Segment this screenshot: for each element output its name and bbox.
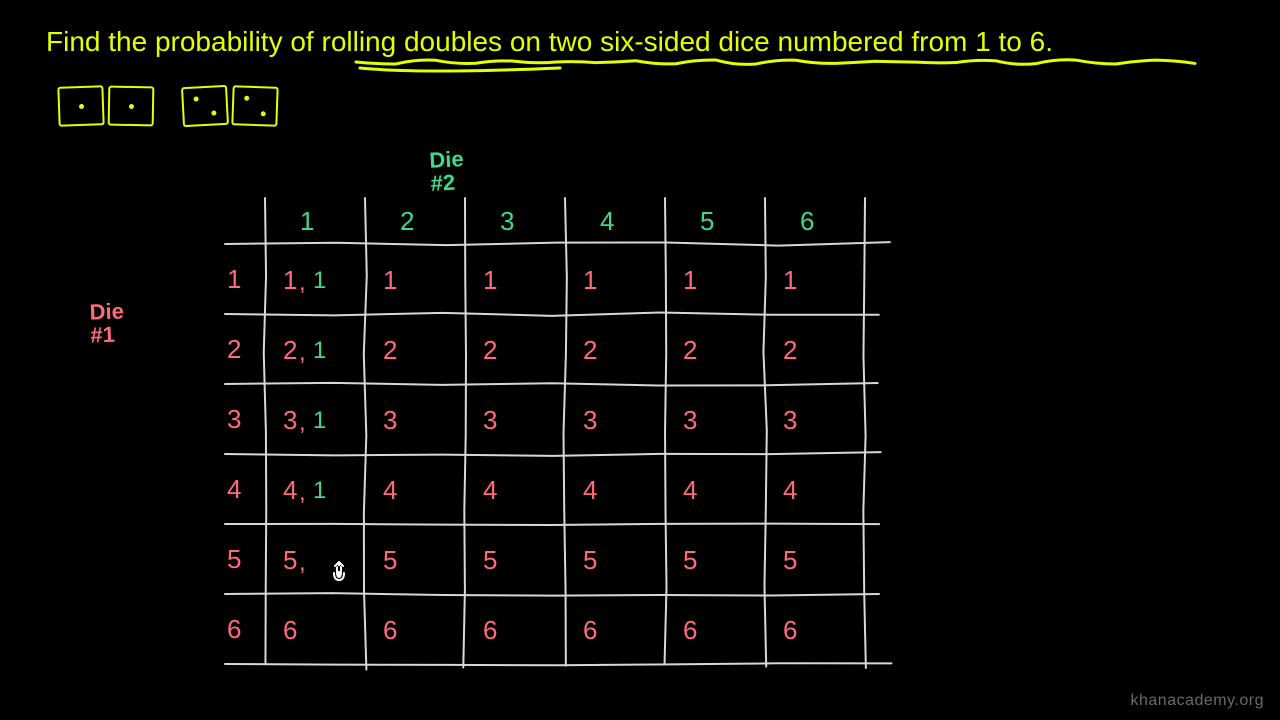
cell-die2-value: 1 (313, 267, 326, 295)
mouse-cursor-icon (330, 560, 348, 582)
cell-die1-value: 2 (383, 335, 397, 366)
dice-pair (58, 86, 154, 126)
cell-die1-value: 1 (783, 265, 797, 296)
cell-die1-value: 4 (283, 475, 297, 506)
cell-die1-value: 2 (683, 335, 697, 366)
cell-die1-value: 2 (483, 335, 497, 366)
cell-die1-value: 2 (283, 335, 297, 366)
col-header: 2 (400, 206, 414, 237)
col-header: 3 (500, 206, 514, 237)
cell-die1-value: 3 (283, 405, 297, 436)
problem-title: Find the probability of rolling doubles … (46, 26, 1053, 58)
cell-die1-value: 3 (583, 405, 597, 436)
cell-die1-value: 6 (483, 615, 497, 646)
watermark: khanacademy.org (1131, 692, 1265, 710)
cell-die1-value: 4 (383, 475, 397, 506)
cell-die1-value: 3 (483, 405, 497, 436)
row-header: 1 (227, 264, 241, 295)
die1-axis-label: Die #1 (89, 299, 125, 346)
row-header: 4 (227, 474, 241, 505)
dice-pair (182, 86, 278, 126)
cell-die1-value: 3 (783, 405, 797, 436)
row-header: 6 (227, 614, 241, 645)
dice-examples (58, 86, 298, 126)
die-icon (231, 85, 278, 127)
cell-separator: , (299, 479, 306, 507)
cell-die1-value: 5 (383, 545, 397, 576)
die-icon (108, 86, 155, 127)
row-header: 2 (227, 334, 241, 365)
cell-die1-value: 3 (683, 405, 697, 436)
cell-separator: , (299, 339, 306, 367)
cell-die1-value: 1 (683, 265, 697, 296)
cell-die1-value: 5 (583, 545, 597, 576)
cell-die1-value: 4 (783, 475, 797, 506)
cell-die1-value: 1 (583, 265, 597, 296)
col-header: 4 (600, 206, 614, 237)
die2-axis-label: Die #2 (429, 147, 466, 195)
die-icon (57, 85, 104, 127)
cell-die1-value: 2 (783, 335, 797, 366)
cell-die1-value: 6 (283, 615, 297, 646)
cell-die2-value: 1 (313, 407, 326, 435)
cell-die1-value: 5 (483, 545, 497, 576)
row-header: 5 (227, 544, 241, 575)
col-header: 5 (700, 206, 714, 237)
cell-separator: , (299, 549, 306, 577)
cell-die1-value: 4 (683, 475, 697, 506)
col-header: 6 (800, 206, 814, 237)
cell-die1-value: 1 (483, 265, 497, 296)
row-header: 3 (227, 404, 241, 435)
cell-die1-value: 1 (383, 265, 397, 296)
die-icon (181, 85, 229, 127)
cell-die1-value: 6 (383, 615, 397, 646)
cell-die1-value: 4 (483, 475, 497, 506)
cell-die1-value: 5 (783, 545, 797, 576)
cell-die1-value: 5 (283, 545, 297, 576)
cell-die2-value: 1 (313, 337, 326, 365)
cell-die2-value: 1 (313, 477, 326, 505)
col-header: 1 (300, 206, 314, 237)
cell-die1-value: 5 (683, 545, 697, 576)
cell-die1-value: 3 (383, 405, 397, 436)
cell-separator: , (299, 269, 306, 297)
cell-die1-value: 6 (683, 615, 697, 646)
stage: Find the probability of rolling doubles … (0, 0, 1280, 720)
cell-separator: , (299, 409, 306, 437)
cell-die1-value: 6 (783, 615, 797, 646)
cell-die1-value: 2 (583, 335, 597, 366)
cell-die1-value: 1 (283, 265, 297, 296)
cell-die1-value: 6 (583, 615, 597, 646)
cell-die1-value: 4 (583, 475, 597, 506)
